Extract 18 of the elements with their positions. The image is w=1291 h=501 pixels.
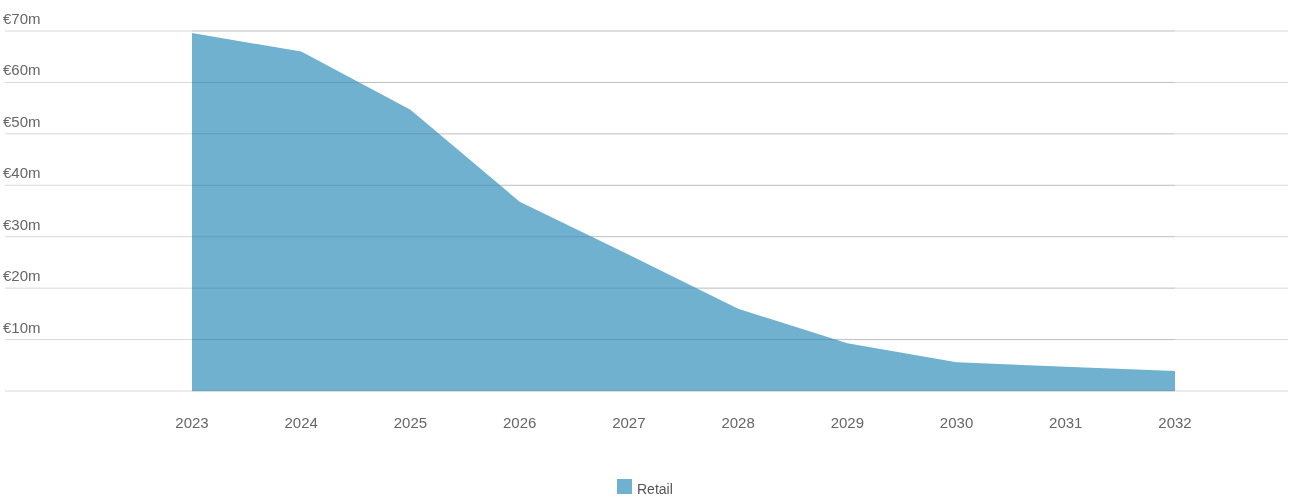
x-tick-label: 2025	[393, 414, 428, 431]
y-tick-label: €50m	[3, 112, 41, 130]
x-tick-label: 2028	[721, 414, 755, 431]
x-tick-label: 2030	[939, 414, 974, 431]
x-tick-label: 2027	[612, 414, 646, 431]
legend-label: Retail	[637, 481, 673, 497]
y-tick-label: €10m	[3, 318, 41, 336]
x-tick-label: 2026	[502, 414, 537, 431]
x-tick-label: 2024	[284, 414, 318, 431]
y-tick-label: €70m	[3, 10, 41, 27]
y-tick-label: €60m	[3, 61, 41, 79]
y-tick-label: €30m	[3, 215, 41, 233]
x-tick-label: 2023	[175, 414, 209, 431]
x-tick-label: 2032	[1158, 414, 1192, 431]
x-tick-label: 2029	[830, 414, 865, 431]
x-tick-label: 2031	[1049, 414, 1083, 431]
y-tick-label: €40m	[3, 164, 41, 182]
y-tick-label: €20m	[3, 267, 41, 285]
